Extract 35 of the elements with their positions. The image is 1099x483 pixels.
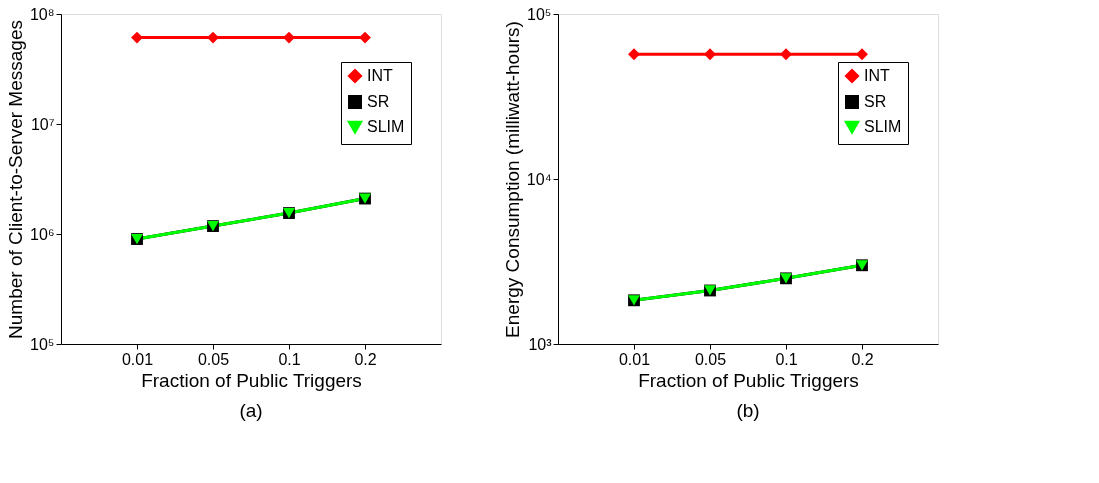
y-tick-label: 10⁶	[30, 225, 55, 243]
x-tick-label: 0.05	[694, 350, 727, 368]
point	[704, 48, 716, 61]
y-axis-title: Energy Consumption (milliwatt-hours)	[501, 21, 523, 338]
x-axis-title: Fraction of Public Triggers	[141, 369, 362, 391]
y-tick-label: 10³	[528, 335, 553, 353]
x-tick-label: 0.1	[775, 350, 798, 368]
text: (b)	[736, 400, 760, 421]
point	[780, 48, 792, 61]
y-tick-label: 10⁵	[30, 335, 55, 353]
legend-label: SR	[864, 93, 887, 110]
x-tick-label: 0.05	[197, 350, 230, 368]
legend-label: SR	[367, 93, 390, 110]
x-tick-label: 0.2	[354, 350, 377, 368]
legend-label: SLIM	[864, 118, 902, 135]
point	[131, 31, 143, 44]
x-tick-label: 0.2	[851, 350, 874, 368]
point	[283, 31, 295, 44]
x-tick-label: 0.01	[121, 350, 154, 368]
y-tick-label: 10⁵	[527, 5, 552, 23]
y-tick-label: 10⁴	[526, 170, 552, 188]
x-axis-title: Fraction of Public Triggers	[638, 369, 859, 391]
text: (a)	[239, 400, 263, 421]
x-tick-label: 0.01	[618, 350, 651, 368]
point	[628, 48, 640, 61]
legend-label: INT	[864, 67, 890, 84]
legend-label: INT	[367, 67, 393, 84]
y-tick-label: 10⁷	[30, 115, 55, 133]
point	[856, 48, 868, 61]
point	[207, 31, 219, 44]
y-axis-title: Number of Client-to-Server Messages	[4, 20, 26, 339]
y-tick-label: 10⁸	[29, 5, 55, 23]
x-tick-label: 0.1	[278, 350, 301, 368]
legend-label: SLIM	[367, 118, 405, 135]
point	[359, 31, 371, 44]
